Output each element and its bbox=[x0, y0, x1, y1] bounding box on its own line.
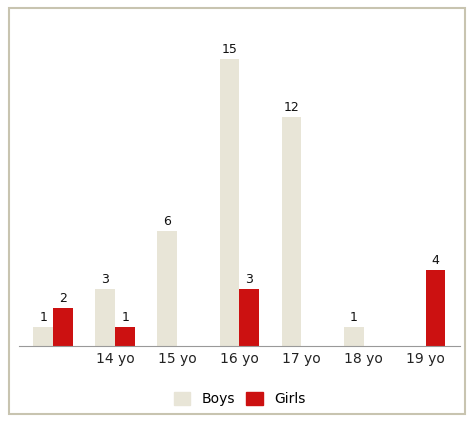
Bar bbox=[219, 60, 239, 346]
Bar bbox=[33, 327, 53, 346]
Text: 3: 3 bbox=[246, 273, 253, 286]
Text: 4: 4 bbox=[432, 254, 439, 267]
Text: 6: 6 bbox=[164, 216, 171, 228]
Bar bbox=[95, 289, 115, 346]
Legend: Boys, Girls: Boys, Girls bbox=[169, 388, 310, 411]
Bar bbox=[426, 270, 446, 346]
Bar bbox=[53, 308, 73, 346]
Text: 1: 1 bbox=[121, 311, 129, 324]
Bar bbox=[115, 327, 135, 346]
Text: 2: 2 bbox=[59, 292, 67, 305]
Text: 3: 3 bbox=[101, 273, 109, 286]
Text: 15: 15 bbox=[221, 43, 237, 57]
Text: 12: 12 bbox=[283, 101, 300, 114]
Bar bbox=[157, 231, 177, 346]
Text: 1: 1 bbox=[350, 311, 357, 324]
Bar bbox=[282, 116, 301, 346]
Bar bbox=[239, 289, 259, 346]
Text: 1: 1 bbox=[39, 311, 47, 324]
Bar bbox=[344, 327, 364, 346]
